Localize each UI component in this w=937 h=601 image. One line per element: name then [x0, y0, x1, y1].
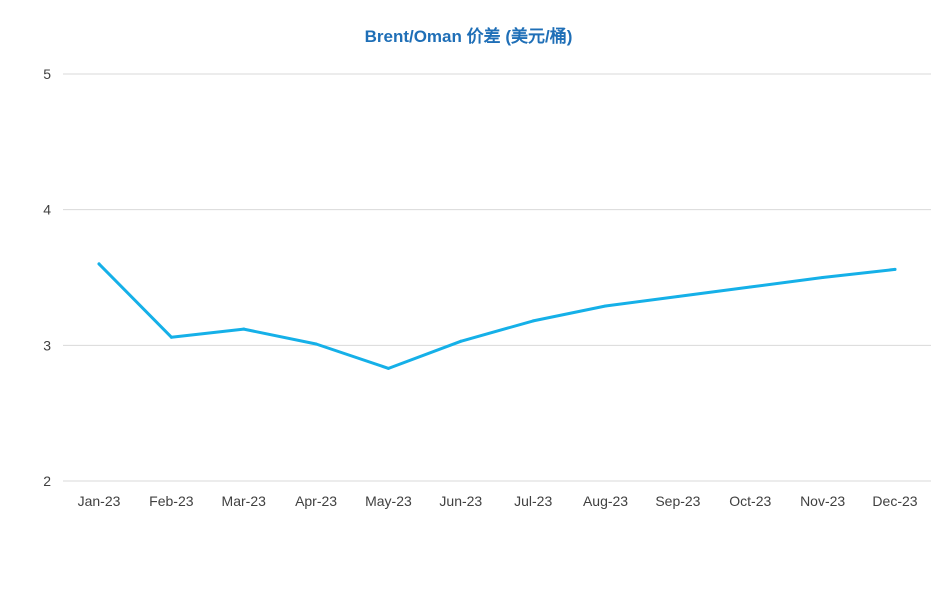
series-line [97, 262, 897, 370]
gridlines [63, 73, 931, 482]
x-tick-label: Mar-23 [222, 493, 267, 509]
data-point-Aug-23 [604, 304, 608, 308]
x-tick-label: Feb-23 [149, 493, 194, 509]
data-point-Sep-23 [676, 294, 680, 298]
x-axis: Jan-23 Feb-23 Mar-23 Apr-23 May-23 Jun-23 Jul-… [78, 493, 918, 509]
x-tick-label: Jan-23 [78, 493, 121, 509]
data-point-Jul-23 [531, 319, 535, 323]
y-tick-label: 3 [43, 337, 51, 353]
series-layer [97, 262, 897, 370]
data-point-Apr-23 [314, 342, 318, 346]
x-tick-label: Sep-23 [655, 493, 700, 509]
x-tick-label: May-23 [365, 493, 412, 509]
data-point-Nov-23 [821, 276, 825, 279]
y-tick-label: 2 [43, 473, 51, 489]
data-point-Mar-23 [242, 327, 246, 331]
x-tick-label: Jun-23 [439, 493, 482, 509]
x-tick-label: Nov-23 [800, 493, 845, 509]
y-tick-label: 5 [43, 66, 51, 82]
data-point-Jan-23 [97, 262, 101, 266]
chart-title: Brent/Oman 价差 (美元/桶) [364, 27, 573, 46]
x-tick-label: Oct-23 [729, 493, 771, 509]
data-point-Oct-23 [748, 285, 752, 289]
y-axis: 2 3 4 5 [43, 66, 51, 489]
y-tick-label: 4 [43, 202, 51, 218]
data-point-May-23 [386, 366, 390, 370]
data-point-Dec-23 [893, 267, 897, 271]
x-tick-label: Apr-23 [295, 493, 337, 509]
data-point-Feb-23 [169, 335, 173, 339]
data-point-Jun-23 [459, 339, 463, 343]
x-tick-label: Jul-23 [514, 493, 552, 509]
x-tick-label: Dec-23 [872, 493, 917, 509]
x-tick-label: Aug-23 [583, 493, 628, 509]
